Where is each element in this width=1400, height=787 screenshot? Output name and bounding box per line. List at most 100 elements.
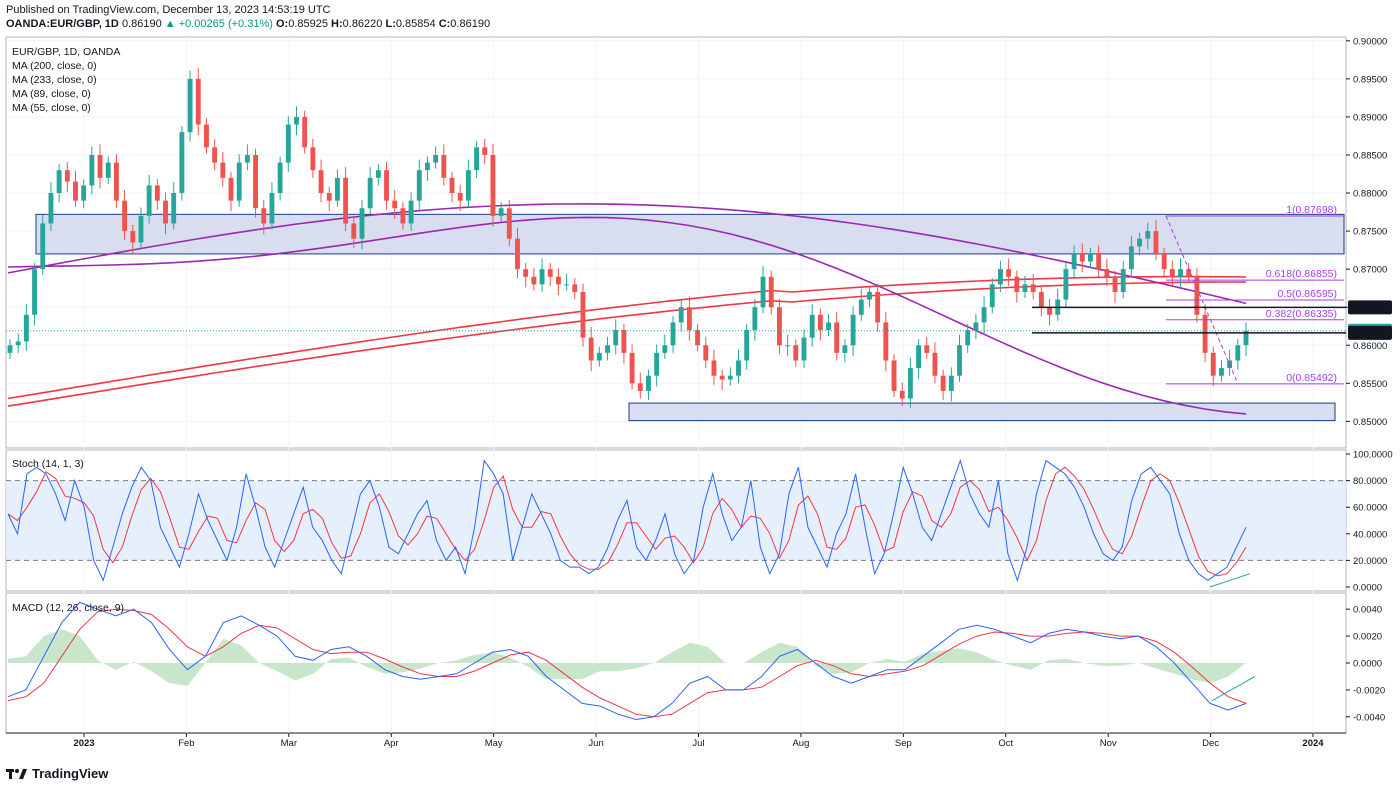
candle-body	[113, 162, 119, 201]
candle-body	[727, 375, 733, 380]
candle-body	[899, 390, 905, 399]
candle-body	[957, 345, 962, 376]
candle-body	[760, 276, 766, 308]
moving-averages	[7, 203, 1247, 415]
candle-body	[32, 269, 37, 315]
candle-body	[302, 116, 308, 148]
candle-body	[1153, 231, 1159, 254]
candle-body	[1014, 276, 1020, 292]
tradingview-logo-icon	[6, 768, 27, 779]
candle-body	[1194, 276, 1200, 315]
price-label-text: 0.86498	[1353, 303, 1387, 314]
candle-body	[1243, 330, 1249, 346]
symbol: OANDA:EUR/GBP, 1D	[6, 18, 119, 30]
low-label: L:	[385, 18, 396, 30]
price-tick-label: 0.88500	[1353, 150, 1387, 161]
candle-body	[122, 200, 128, 232]
candle-body	[719, 375, 725, 380]
candle-body	[588, 337, 594, 361]
zones	[35, 213, 1345, 422]
candle-body	[146, 185, 152, 216]
stoch-divergence-line	[1209, 573, 1251, 588]
stoch-tick-label: 0.0000	[1353, 583, 1382, 594]
time-tick-label: Dec	[1202, 738, 1219, 749]
candle-body	[56, 170, 62, 194]
time-tick-label: Jun	[588, 738, 603, 749]
candle-body	[629, 352, 635, 384]
candle-body	[768, 276, 774, 308]
candle-body	[138, 215, 144, 243]
candle-body	[465, 170, 471, 201]
candle-body	[1006, 269, 1012, 277]
candle-body	[572, 284, 578, 292]
candle-body	[73, 181, 78, 201]
candle-body	[425, 162, 430, 171]
time-tick-label: Apr	[384, 738, 399, 749]
candle-body	[891, 360, 897, 391]
candle-body	[384, 170, 389, 201]
legend-ma233[interactable]: MA (233, close, 0)	[12, 74, 97, 86]
fib-label: 0.618(0.86855)	[1266, 268, 1337, 280]
macd-panel	[7, 601, 1256, 721]
candle-body	[1145, 231, 1151, 239]
fib-levels: 1(0.87698) 0.618(0.86855) 0.5(0.86595) 0.38…	[6, 204, 1346, 385]
candle-body	[400, 208, 406, 224]
candle-body	[449, 177, 455, 194]
time-tick-label: Jul	[692, 738, 704, 749]
published-line: Published on TradingView.com, December 1…	[6, 4, 331, 16]
brand-name: TradingView	[32, 766, 109, 781]
candle-body	[539, 269, 545, 285]
stoch-tick-label: 40.0000	[1353, 529, 1387, 540]
price-tick-label: 0.85000	[1353, 417, 1387, 428]
candle-body	[1104, 269, 1110, 277]
candle-body	[1235, 345, 1241, 361]
legend-ma89[interactable]: MA (89, close, 0)	[12, 88, 91, 100]
candle-body	[981, 307, 987, 323]
low-value: 0.85854	[395, 18, 436, 30]
legend-ma200[interactable]: MA (200, close, 0)	[12, 60, 97, 72]
candle-body	[506, 208, 512, 239]
candle-body	[171, 193, 177, 224]
stoch-d-line	[7, 466, 1247, 577]
candle-body	[1112, 276, 1118, 292]
macd-tick-label: 0.0040	[1353, 605, 1382, 616]
legend-ma55[interactable]: MA (55, close, 0)	[12, 102, 91, 114]
candle-body	[318, 170, 324, 194]
fib-label: 1(0.87698)	[1286, 204, 1337, 216]
candle-body	[7, 345, 13, 353]
candle-body	[474, 147, 480, 171]
candle-body	[416, 170, 422, 201]
candle-body	[204, 124, 209, 148]
candle-body	[392, 200, 398, 209]
brand-logo: TradingView	[6, 766, 108, 781]
fib-label: 0.5(0.86595)	[1277, 288, 1337, 300]
candle-body	[326, 193, 332, 201]
close-label: C:	[438, 18, 451, 30]
stoch-tick-label: 20.0000	[1353, 556, 1387, 567]
high-label: H:	[331, 18, 343, 30]
candle-body	[621, 330, 627, 353]
candle-body	[686, 307, 692, 331]
candle-body	[105, 162, 111, 178]
candles	[7, 68, 1249, 408]
legend-stoch[interactable]: Stoch (14, 1, 3)	[12, 458, 84, 470]
candle-body	[997, 269, 1003, 285]
candle-body	[359, 208, 365, 239]
fib-trend-line	[1165, 215, 1239, 385]
legend-macd[interactable]: MACD (12, 26, close, 9)	[12, 602, 124, 614]
macd-tick-label: -0.0040	[1353, 712, 1385, 723]
candle-body	[613, 330, 619, 346]
candle-body	[408, 200, 414, 224]
candle-body	[179, 132, 185, 194]
candle-body	[580, 291, 586, 338]
candle-body	[867, 291, 872, 300]
price-tick-label: 0.89000	[1353, 112, 1387, 123]
candle-body	[1202, 314, 1208, 353]
time-tick-label: Sep	[895, 738, 912, 749]
candle-body	[883, 322, 889, 361]
candle-body	[523, 269, 529, 277]
candle-body	[334, 177, 340, 201]
candle-body	[1161, 253, 1167, 270]
open-label: O:	[275, 18, 289, 30]
